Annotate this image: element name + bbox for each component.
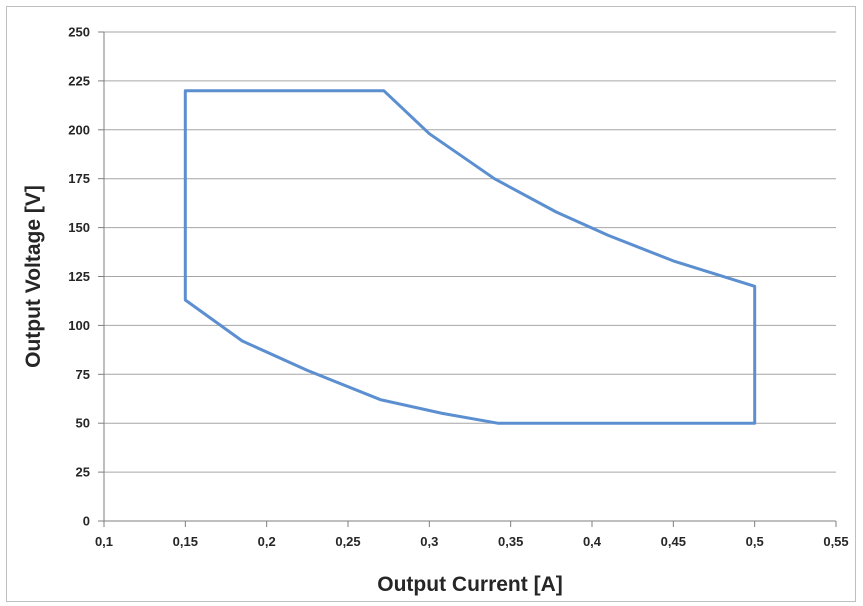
y-axis-title: Output Voltage [V] (22, 185, 45, 368)
x-tick-label: 0,35 (498, 534, 523, 549)
y-tick-label: 25 (76, 465, 90, 480)
x-tick-label: 0,2 (258, 534, 276, 549)
series-line (183, 89, 757, 425)
y-tick-label: 100 (68, 318, 90, 333)
y-tick-label: 125 (68, 269, 90, 284)
y-tick-label: 250 (68, 25, 90, 40)
y-tick-label: 0 (83, 514, 90, 529)
y-tick-label: 50 (76, 416, 90, 431)
x-tick-label: 0,45 (661, 534, 686, 549)
x-tick-label: 0,15 (173, 534, 198, 549)
x-tick-label: 0,25 (335, 534, 360, 549)
y-tick-label: 175 (68, 171, 90, 186)
axes (98, 31, 837, 527)
gridlines (104, 31, 836, 473)
x-tick-label: 0,55 (823, 534, 848, 549)
y-tick-label: 225 (68, 73, 90, 88)
x-axis-title: Output Current [A] (377, 573, 562, 596)
x-tick-label: 0,1 (95, 534, 113, 549)
x-tick-label: 0,3 (420, 534, 438, 549)
chart-frame: 0 25 50 75 100 125 150 175 200 225 250 0,1 0,15 0,2 0… (6, 6, 856, 602)
x-tick-labels: 0,1 0,15 0,2 0,25 0,3 0,35 0,4 0,45 0,5 0,55 (95, 534, 849, 549)
x-tick-label: 0,4 (583, 534, 602, 549)
y-tick-label: 75 (76, 367, 90, 382)
series-layer (183, 89, 757, 425)
y-tick-label: 150 (68, 220, 90, 235)
y-tick-labels: 0 25 50 75 100 125 150 175 200 225 250 (68, 25, 90, 529)
y-tick-label: 200 (68, 122, 90, 137)
x-tick-label: 0,5 (746, 534, 764, 549)
